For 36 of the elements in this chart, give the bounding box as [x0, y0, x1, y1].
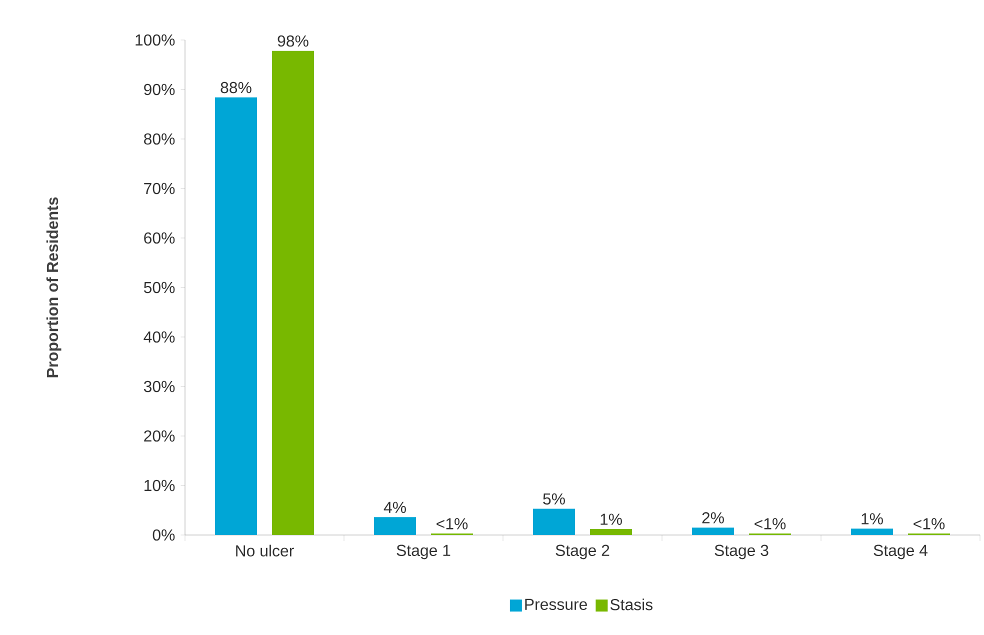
y-tick-label: 90%	[144, 84, 175, 96]
y-tick-label: 30%	[144, 380, 175, 392]
legend-label: Stasis	[610, 598, 653, 610]
bar	[374, 517, 416, 535]
y-axis-title: Proportion of Residents	[46, 197, 62, 378]
y-tick-label: 60%	[144, 232, 175, 244]
data-label: 1%	[862, 513, 883, 524]
y-tick-label: 10%	[144, 480, 175, 492]
y-tick-label: 0%	[152, 529, 175, 541]
y-tick-label: 40%	[144, 331, 175, 343]
y-tick-label: 20%	[144, 430, 175, 442]
y-tick-label: 100%	[136, 34, 175, 46]
x-tick-label: Stage 1	[396, 544, 450, 560]
x-tick-label: Stage 4	[874, 544, 928, 560]
y-tick-label: 70%	[144, 182, 175, 194]
x-tick-label: Stage 2	[556, 544, 610, 560]
data-label: <1%	[914, 518, 945, 530]
bar	[692, 528, 734, 535]
y-tick-label: 80%	[144, 133, 175, 145]
data-label: 1%	[600, 514, 622, 525]
bar	[215, 97, 257, 535]
bar	[590, 529, 632, 535]
data-label: <1%	[754, 518, 786, 530]
legend-label: Pressure	[525, 598, 587, 610]
data-label: 2%	[702, 512, 724, 524]
data-label: 4%	[384, 502, 406, 513]
bar	[533, 508, 576, 535]
data-label: 88%	[220, 82, 252, 94]
bar	[272, 50, 314, 535]
bar	[851, 528, 894, 535]
y-tick-label: 50%	[144, 282, 175, 294]
data-label: 5%	[543, 493, 565, 505]
x-tick-label: Stage 3	[714, 544, 768, 560]
data-label: <1%	[436, 518, 468, 530]
x-tick-label: No ulcer	[236, 544, 294, 556]
data-label: 98%	[278, 35, 308, 47]
